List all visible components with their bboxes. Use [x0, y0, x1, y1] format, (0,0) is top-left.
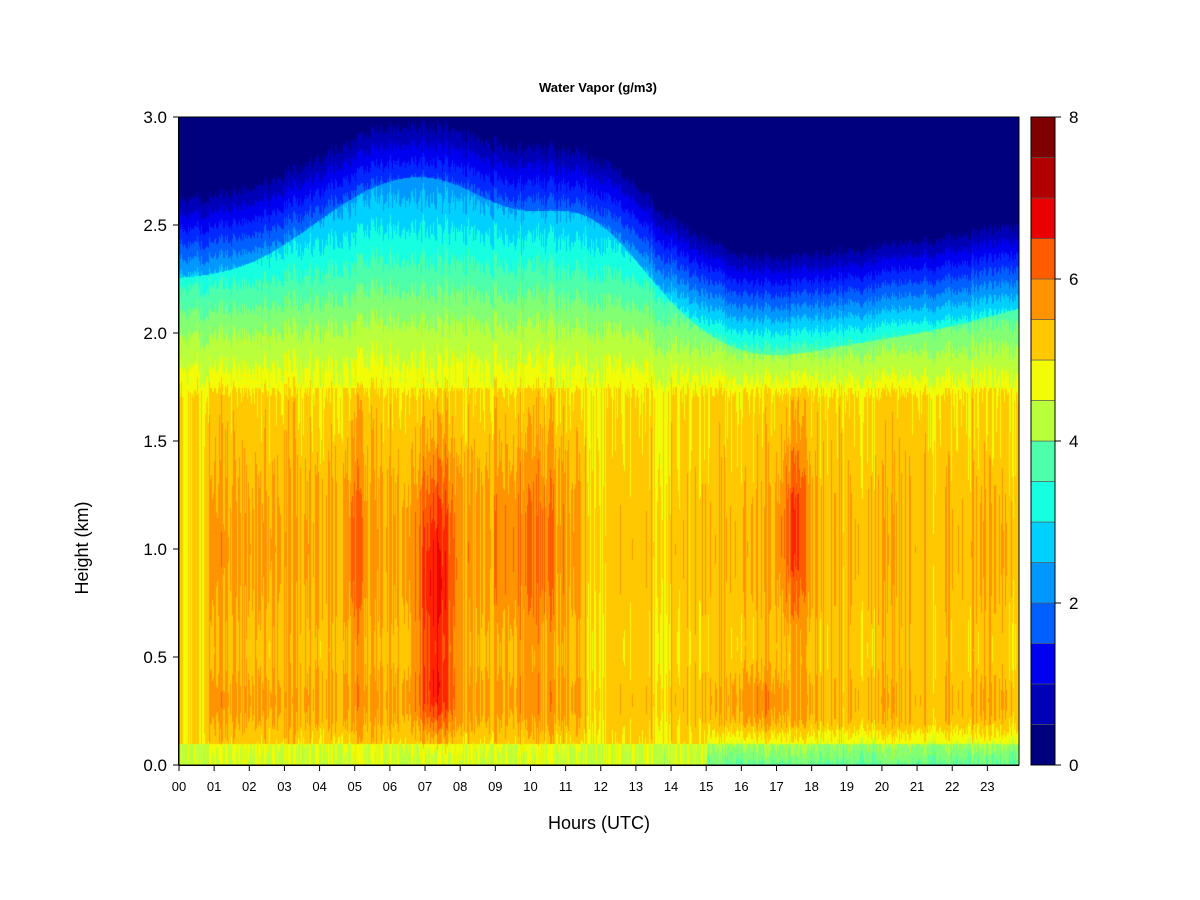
x-tick-label: 03: [277, 779, 291, 794]
colorbar-swatch: [1030, 724, 1056, 766]
colorbar-swatch: [1030, 481, 1056, 523]
colorbar-swatch: [1030, 319, 1056, 361]
x-tick-label: 19: [840, 779, 854, 794]
y-tick-label: 1.5: [143, 432, 167, 451]
y-axis-title: Height (km): [72, 501, 92, 594]
x-tick-label: 20: [875, 779, 889, 794]
colorbar-swatch: [1030, 278, 1056, 320]
colorbar-swatch: [1030, 157, 1056, 199]
colorbar-swatch: [1030, 440, 1056, 482]
x-tick-label: 10: [523, 779, 537, 794]
x-axis: 00 01 02 03 04 05 06 07 08 09 10 11 12 13 14 15 16 17 18 19…: [172, 765, 1019, 794]
chart-title: Water Vapor (g/m3): [539, 80, 657, 95]
y-tick-label: 2.5: [143, 216, 167, 235]
x-axis-title: Hours (UTC): [548, 813, 650, 833]
colorbar-swatch: [1030, 238, 1056, 280]
colorbar-swatch: [1030, 400, 1056, 442]
x-tick-label: 21: [910, 779, 924, 794]
x-tick-label: 17: [769, 779, 783, 794]
colorbar-swatch: [1030, 521, 1056, 563]
x-tick-label: 04: [312, 779, 326, 794]
colorbar: 0 2 4 6 8: [1030, 108, 1078, 775]
y-tick-label: 2.0: [143, 324, 167, 343]
x-tick-label: 15: [699, 779, 713, 794]
x-tick-label: 13: [629, 779, 643, 794]
y-tick-label: 3.0: [143, 108, 167, 127]
x-tick-label: 06: [383, 779, 397, 794]
y-tick-label: 0.0: [143, 756, 167, 775]
colorbar-tick-label: 0: [1069, 756, 1078, 775]
x-tick-label: 23: [980, 779, 994, 794]
x-tick-label: 07: [418, 779, 432, 794]
colorbar-swatch: [1030, 197, 1056, 239]
x-tick-label: 22: [945, 779, 959, 794]
colorbar-swatch: [1030, 116, 1056, 158]
heatmap-image: [179, 117, 1019, 765]
colorbar-swatch: [1030, 643, 1056, 685]
x-tick-label: 11: [559, 779, 573, 794]
colorbar-tick-label: 6: [1069, 270, 1078, 289]
colorbar-tick-label: 4: [1069, 432, 1078, 451]
y-axis: 0.0 0.5 1.0 1.5 2.0 2.5 3.0: [143, 108, 179, 775]
colorbar-swatch: [1030, 562, 1056, 604]
x-tick-label: 09: [488, 779, 502, 794]
x-tick-label: 02: [242, 779, 256, 794]
colorbar-swatch: [1030, 359, 1056, 401]
x-tick-label: 00: [172, 779, 186, 794]
colorbar-swatch: [1030, 683, 1056, 725]
colorbar-tick-label: 8: [1069, 108, 1078, 127]
x-tick-label: 12: [594, 779, 608, 794]
x-tick-label: 18: [804, 779, 818, 794]
x-tick-label: 14: [664, 779, 678, 794]
x-tick-label: 16: [734, 779, 748, 794]
x-tick-label: 05: [347, 779, 361, 794]
colorbar-tick-label: 2: [1069, 594, 1078, 613]
colorbar-swatch: [1030, 602, 1056, 644]
y-tick-label: 1.0: [143, 540, 167, 559]
x-tick-label: 01: [207, 779, 221, 794]
heatmap-plot-area: [178, 116, 1020, 766]
x-tick-label: 08: [453, 779, 467, 794]
y-tick-label: 0.5: [143, 648, 167, 667]
